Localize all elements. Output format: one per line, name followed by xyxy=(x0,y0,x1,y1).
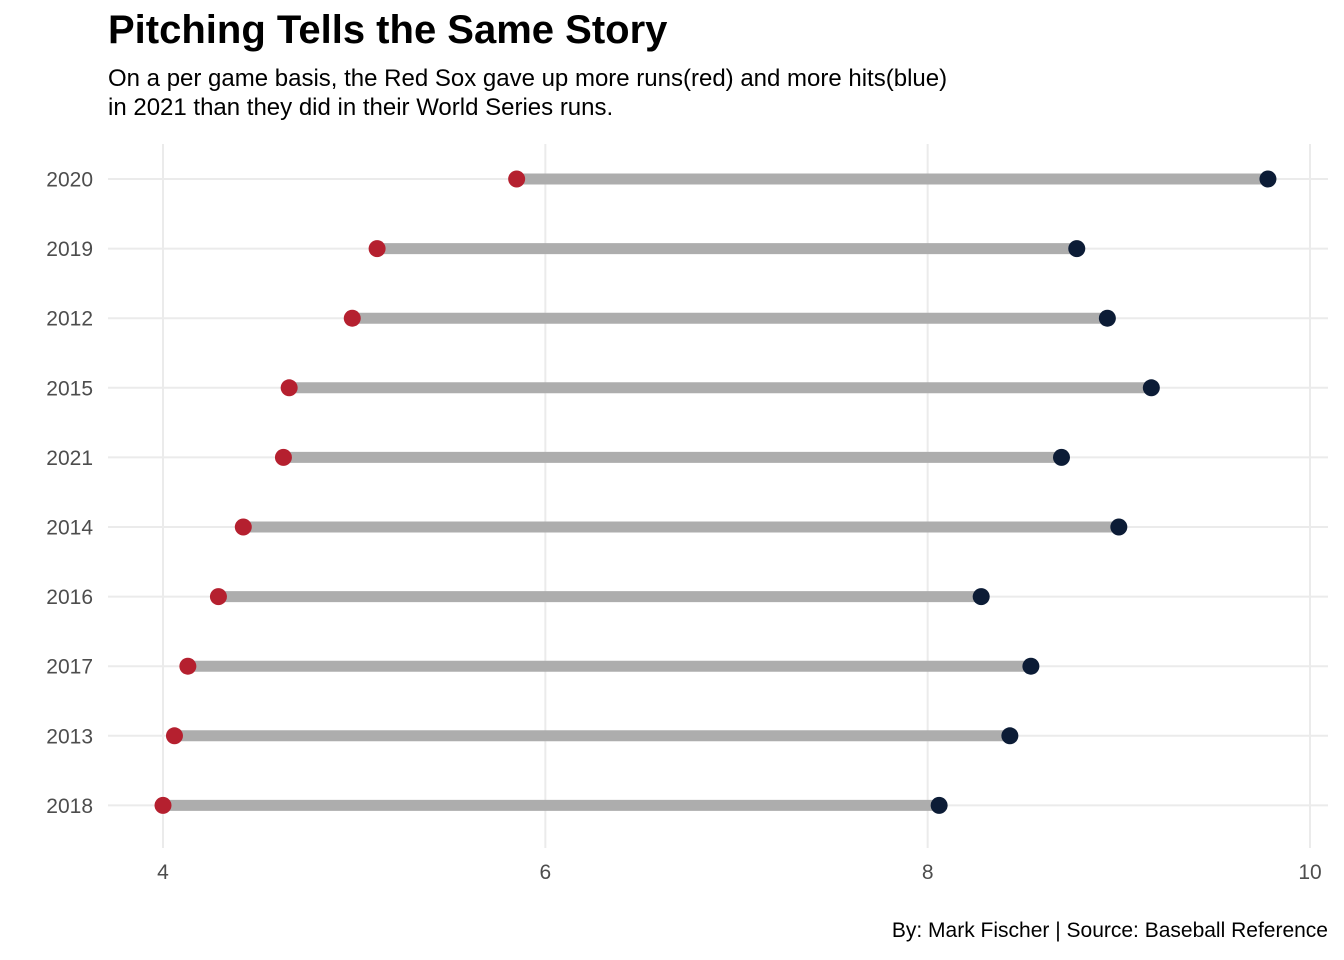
axis-labels: 4 6 8 10 2020 2019 2012 2015 2021 2014 2016 2017 201… xyxy=(46,169,1321,885)
runs-point-2021 xyxy=(274,448,292,466)
runs-point-2012 xyxy=(343,309,361,327)
runs-point-2020 xyxy=(508,170,526,188)
y-tick-label-2015: 2015 xyxy=(46,377,93,400)
y-tick-label-2016: 2016 xyxy=(46,586,93,609)
y-tick-label-2020: 2020 xyxy=(46,169,93,192)
chart-caption: By: Mark Fischer | Source: Baseball Refe… xyxy=(891,919,1328,942)
runs-point-2013 xyxy=(165,727,183,745)
hits-point-2013 xyxy=(1001,727,1019,745)
hits-point-2020 xyxy=(1259,170,1277,188)
hits-point-2014 xyxy=(1110,518,1128,536)
subtitle-line-2: in 2021 than they did in their World Ser… xyxy=(108,94,614,121)
hits-point-2018 xyxy=(930,796,948,814)
x-tick-label-6: 6 xyxy=(539,861,551,884)
x-tick-label-8: 8 xyxy=(922,861,934,884)
runs-point-2019 xyxy=(368,240,386,258)
y-tick-label-2014: 2014 xyxy=(46,517,93,540)
runs-point-2016 xyxy=(209,588,227,606)
runs-point-2017 xyxy=(179,657,197,675)
y-tick-label-2019: 2019 xyxy=(46,238,93,261)
hits-point-2019 xyxy=(1068,240,1086,258)
point-layer xyxy=(154,170,1277,814)
y-tick-label-2018: 2018 xyxy=(46,795,93,818)
y-tick-label-2017: 2017 xyxy=(46,656,93,679)
hits-point-2012 xyxy=(1098,309,1116,327)
hits-point-2015 xyxy=(1142,379,1160,397)
hits-point-2016 xyxy=(972,588,990,606)
y-tick-label-2013: 2013 xyxy=(46,725,93,748)
hits-point-2021 xyxy=(1052,448,1070,466)
chart-subtitle: On a per game basis, the Red Sox gave up… xyxy=(108,64,1208,122)
runs-point-2018 xyxy=(154,796,172,814)
runs-point-2015 xyxy=(280,379,298,397)
runs-point-2014 xyxy=(234,518,252,536)
chart-title: Pitching Tells the Same Story xyxy=(108,8,668,52)
hits-point-2017 xyxy=(1022,657,1040,675)
x-tick-label-10: 10 xyxy=(1298,861,1321,884)
y-tick-label-2021: 2021 xyxy=(46,447,93,470)
y-tick-label-2012: 2012 xyxy=(46,308,93,331)
segment-layer xyxy=(163,173,1268,811)
x-tick-label-4: 4 xyxy=(157,861,169,884)
subtitle-line-1: On a per game basis, the Red Sox gave up… xyxy=(108,65,948,92)
